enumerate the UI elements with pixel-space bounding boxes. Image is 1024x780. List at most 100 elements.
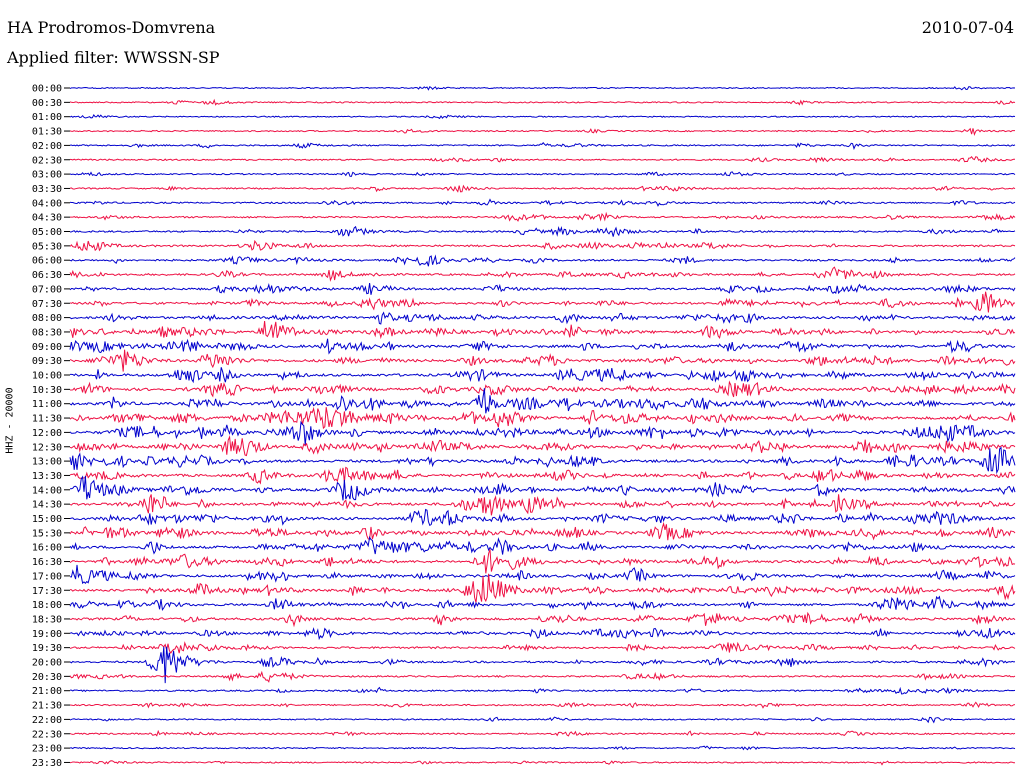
time-tick-label: 09:30	[32, 356, 62, 367]
time-tick-label: 22:30	[32, 729, 62, 740]
time-tick-label: 12:00	[32, 428, 62, 439]
trace-line	[69, 670, 1016, 683]
time-tick-label: 02:00	[32, 141, 62, 152]
time-tick-label: 05:00	[32, 227, 62, 238]
time-tick-label: 07:30	[32, 299, 62, 310]
trace-line	[69, 239, 1016, 252]
time-tick-label: 16:30	[32, 557, 62, 568]
trace-line	[69, 142, 1016, 150]
time-tick-label: 13:30	[32, 471, 62, 482]
time-tick-label: 08:00	[32, 313, 62, 324]
time-tick-label: 04:00	[32, 198, 62, 209]
date-label: 2010-07-04	[921, 18, 1014, 37]
trace-line	[69, 291, 1016, 313]
trace-line	[69, 475, 1016, 501]
time-tick-label: 07:00	[32, 284, 62, 295]
trace-line	[69, 367, 1016, 384]
trace-line	[69, 388, 1016, 414]
trace-line	[69, 494, 1016, 516]
trace-line	[69, 406, 1016, 430]
trace-line	[69, 171, 1016, 177]
trace-line	[69, 549, 1016, 574]
time-tick-label: 17:30	[32, 586, 62, 597]
trace-line	[69, 114, 1016, 120]
time-tick-label: 14:30	[32, 500, 62, 511]
time-tick-label: 03:00	[32, 170, 62, 181]
trace-line	[69, 338, 1016, 355]
trace-line	[69, 282, 1016, 295]
time-tick-label: 00:30	[32, 98, 62, 109]
trace-line	[69, 686, 1016, 695]
trace-line	[69, 311, 1016, 325]
trace-line	[69, 521, 1016, 541]
time-tick-label: 05:30	[32, 241, 62, 252]
time-tick-label: 14:00	[32, 485, 62, 496]
trace-line	[70, 211, 1016, 222]
trace-line	[69, 434, 1016, 457]
trace-line	[69, 701, 1016, 709]
trace-line	[69, 380, 1016, 398]
time-tick-label: 19:00	[32, 629, 62, 640]
time-tick-label: 21:30	[32, 701, 62, 712]
time-tick-label: 13:00	[32, 457, 62, 468]
time-tick-label: 22:00	[32, 715, 62, 726]
time-tick-label: 03:30	[32, 184, 62, 195]
trace-line	[69, 198, 1016, 207]
trace-line	[69, 86, 1016, 91]
time-tick-label: 16:00	[32, 543, 62, 554]
trace-line	[69, 641, 1016, 654]
trace-line	[69, 420, 1016, 446]
trace-line	[69, 254, 1016, 267]
station-title: HA Prodromos-Domvrena	[7, 18, 216, 37]
trace-line	[69, 320, 1016, 340]
trace-line	[69, 98, 1016, 106]
trace-line	[69, 716, 1016, 724]
time-tick-label: 23:00	[32, 744, 62, 755]
time-tick-label: 09:00	[32, 342, 62, 353]
trace-line	[69, 266, 1016, 282]
time-tick-label: 06:30	[32, 270, 62, 281]
time-tick-label: 01:00	[32, 112, 62, 123]
time-tick-label: 06:00	[32, 256, 62, 267]
time-tick-label: 08:30	[32, 327, 62, 338]
trace-line	[69, 155, 1016, 164]
trace-line	[69, 729, 1016, 737]
time-tick-label: 20:30	[32, 672, 62, 683]
trace-line	[69, 573, 1016, 603]
time-tick-label: 18:00	[32, 600, 62, 611]
time-tick-label: 04:30	[32, 213, 62, 224]
time-tick-label: 20:00	[32, 658, 62, 669]
time-tick-label: 18:30	[32, 614, 62, 625]
time-tick-label: 12:30	[32, 442, 62, 453]
time-tick-label: 02:30	[32, 155, 62, 166]
time-tick-label: 23:30	[32, 758, 62, 769]
time-tick-label: 19:30	[32, 643, 62, 654]
trace-line	[69, 349, 1016, 372]
trace-line	[69, 446, 1016, 475]
time-tick-label: 17:00	[32, 571, 62, 582]
trace-line	[69, 611, 1016, 628]
filter-label: Applied filter: WWSSN-SP	[7, 48, 220, 67]
trace-line	[69, 595, 1016, 612]
trace-line	[69, 127, 1016, 137]
trace-line	[69, 627, 1016, 641]
time-tick-label: 11:00	[32, 399, 62, 410]
time-tick-label: 10:30	[32, 385, 62, 396]
trace-line	[69, 535, 1016, 555]
trace-line	[69, 225, 1016, 237]
time-tick-label: 21:00	[32, 686, 62, 697]
trace-line	[69, 466, 1016, 485]
trace-line	[69, 646, 1016, 684]
time-tick-label: 00:00	[32, 84, 62, 95]
trace-line	[69, 760, 1016, 766]
time-tick-label: 11:30	[32, 414, 62, 425]
trace-line	[69, 745, 1016, 751]
time-tick-label: 15:30	[32, 528, 62, 539]
trace-line	[69, 184, 1016, 193]
time-tick-label: 15:00	[32, 514, 62, 525]
trace-line	[69, 564, 1016, 585]
trace-line	[69, 508, 1016, 527]
time-tick-label: 01:30	[32, 127, 62, 138]
time-tick-label: 10:00	[32, 371, 62, 382]
